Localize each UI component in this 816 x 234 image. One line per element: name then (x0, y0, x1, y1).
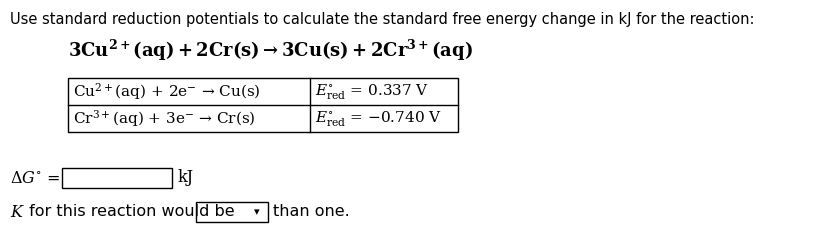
Text: $\Delta G^{\circ}$ =: $\Delta G^{\circ}$ = (10, 170, 60, 186)
Bar (196, 202, 268, 222)
Text: for this reaction would be: for this reaction would be (24, 205, 235, 219)
Text: $E^{\circ}_{\mathrm{red}}$ = −0.740 V: $E^{\circ}_{\mathrm{red}}$ = −0.740 V (315, 109, 442, 128)
Text: ▾: ▾ (254, 207, 259, 217)
Text: than one.: than one. (273, 205, 350, 219)
Text: $E^{\circ}_{\mathrm{red}}$ = 0.337 V: $E^{\circ}_{\mathrm{red}}$ = 0.337 V (315, 82, 429, 101)
Text: Use standard reduction potentials to calculate the standard free energy change i: Use standard reduction potentials to cal… (10, 12, 755, 27)
Bar (62, 168, 172, 188)
Text: Cu$^{2+}$(aq) + 2e$^{-}$ → Cu(s): Cu$^{2+}$(aq) + 2e$^{-}$ → Cu(s) (73, 81, 261, 102)
Text: kJ: kJ (177, 169, 193, 186)
Bar (68, 78, 458, 132)
Text: $\mathbf{3Cu^{2+}(aq) + 2Cr(s) \rightarrow 3Cu(s) + 2Cr^{3+}(aq)}$: $\mathbf{3Cu^{2+}(aq) + 2Cr(s) \rightarr… (68, 38, 473, 63)
Text: $K$: $K$ (10, 204, 25, 220)
Text: Cr$^{3+}$(aq) + 3e$^{-}$ → Cr(s): Cr$^{3+}$(aq) + 3e$^{-}$ → Cr(s) (73, 108, 255, 129)
